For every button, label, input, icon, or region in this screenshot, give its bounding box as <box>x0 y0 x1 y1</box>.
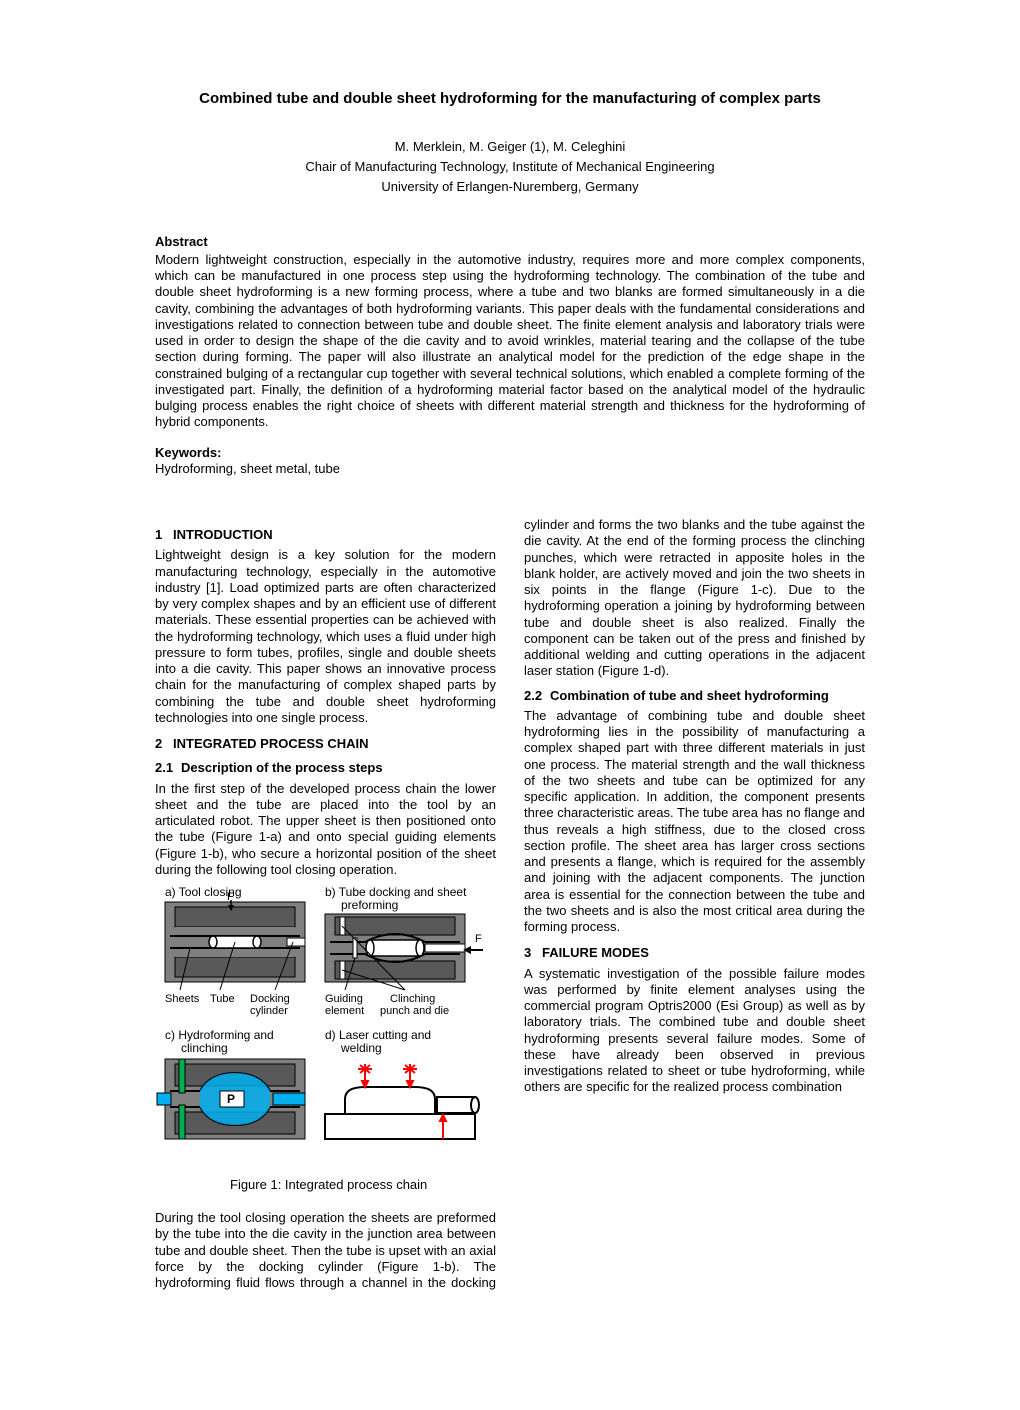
authors: M. Merklein, M. Geiger (1), M. Celeghini <box>155 139 865 155</box>
section-2-2-heading: 2.2Combination of tube and sheet hydrofo… <box>524 688 865 704</box>
keywords-body: Hydroforming, sheet metal, tube <box>155 461 865 477</box>
section-2-heading: 2INTEGRATED PROCESS CHAIN <box>155 736 496 752</box>
figure-1-caption: Figure 1: Integrated process chain <box>230 1177 427 1192</box>
fig1-sheets-label: Sheets <box>165 993 200 1005</box>
affiliation-2: University of Erlangen-Nuremberg, German… <box>155 179 865 195</box>
section-number: 2.1 <box>155 760 181 776</box>
section-2-2-body: The advantage of combining tube and doub… <box>524 708 865 936</box>
section-title: Combination of tube and sheet hydroformi… <box>550 688 829 703</box>
section-3-body: A systematic investigation of the possib… <box>524 966 865 1096</box>
keywords-heading: Keywords: <box>155 445 221 460</box>
section-3-heading: 3FAILURE MODES <box>524 945 865 961</box>
section-number: 3 <box>524 945 542 961</box>
figure-1: a) Tool closing F <box>155 884 496 1204</box>
section-number: 2.2 <box>524 688 550 704</box>
section-1-heading: 1INTRODUCTION <box>155 527 496 543</box>
fig1-c-label: c) Hydroforming andclinching <box>165 1028 274 1055</box>
fig1-clinching-label: Clinchingpunch and die <box>380 993 449 1017</box>
section-1-body: Lightweight design is a key solution for… <box>155 547 496 726</box>
section-title: INTEGRATED PROCESS CHAIN <box>173 736 369 751</box>
figure-1-svg: a) Tool closing F <box>155 884 485 1204</box>
fig1-force2-label: F <box>475 933 482 945</box>
two-column-body: 1INTRODUCTION Lightweight design is a ke… <box>155 517 865 1307</box>
section-number: 2 <box>155 736 173 752</box>
affiliation-1: Chair of Manufacturing Technology, Insti… <box>155 159 865 175</box>
section-2-1-heading: 2.1Description of the process steps <box>155 760 496 776</box>
section-title: Description of the process steps <box>181 760 383 775</box>
fig1-d-label: d) Laser cutting andwelding <box>325 1028 431 1055</box>
fig1-b-label: b) Tube docking and sheetpreforming <box>325 885 467 912</box>
fig1-docking-label: Dockingcylinder <box>250 993 290 1017</box>
fig1-guiding-label: Guidingelement <box>325 993 364 1017</box>
abstract-heading: Abstract <box>155 234 865 250</box>
section-title: FAILURE MODES <box>542 945 649 960</box>
section-title: INTRODUCTION <box>173 527 273 542</box>
abstract-body: Modern lightweight construction, especia… <box>155 252 865 431</box>
fig1-tube-label: Tube <box>210 993 235 1005</box>
paper-title: Combined tube and double sheet hydroform… <box>155 90 865 109</box>
fig1-pressure-label: P <box>227 1092 235 1106</box>
section-2-1-body: In the first step of the developed proce… <box>155 781 496 879</box>
section-number: 1 <box>155 527 173 543</box>
